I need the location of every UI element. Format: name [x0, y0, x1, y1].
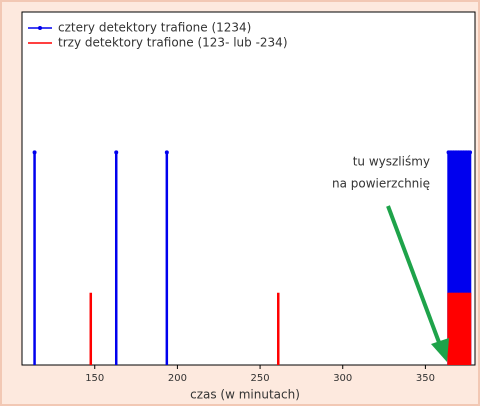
annotation: na powierzchnię [332, 177, 430, 191]
event-marker [114, 150, 119, 155]
legend-label: cztery detektory trafione (1234) [58, 21, 251, 35]
annotation-arrowhead [431, 338, 449, 362]
x-tick-label: 250 [251, 373, 270, 384]
legend-label: trzy detektory trafione (123- lub -234) [58, 36, 288, 50]
event-marker [32, 150, 37, 155]
x-axis-label: czas (w minutach) [190, 388, 300, 402]
x-tick-label: 350 [416, 373, 435, 384]
x-tick-label: 150 [85, 373, 104, 384]
annotation-arrow [386, 205, 442, 346]
legend-marker [38, 26, 42, 30]
x-tick-label: 200 [168, 373, 187, 384]
event-marker [164, 150, 169, 155]
annotation: tu wyszliśmy [353, 155, 430, 169]
event-marker [468, 150, 473, 155]
x-tick-label: 300 [333, 373, 352, 384]
plot-area [21, 11, 476, 366]
